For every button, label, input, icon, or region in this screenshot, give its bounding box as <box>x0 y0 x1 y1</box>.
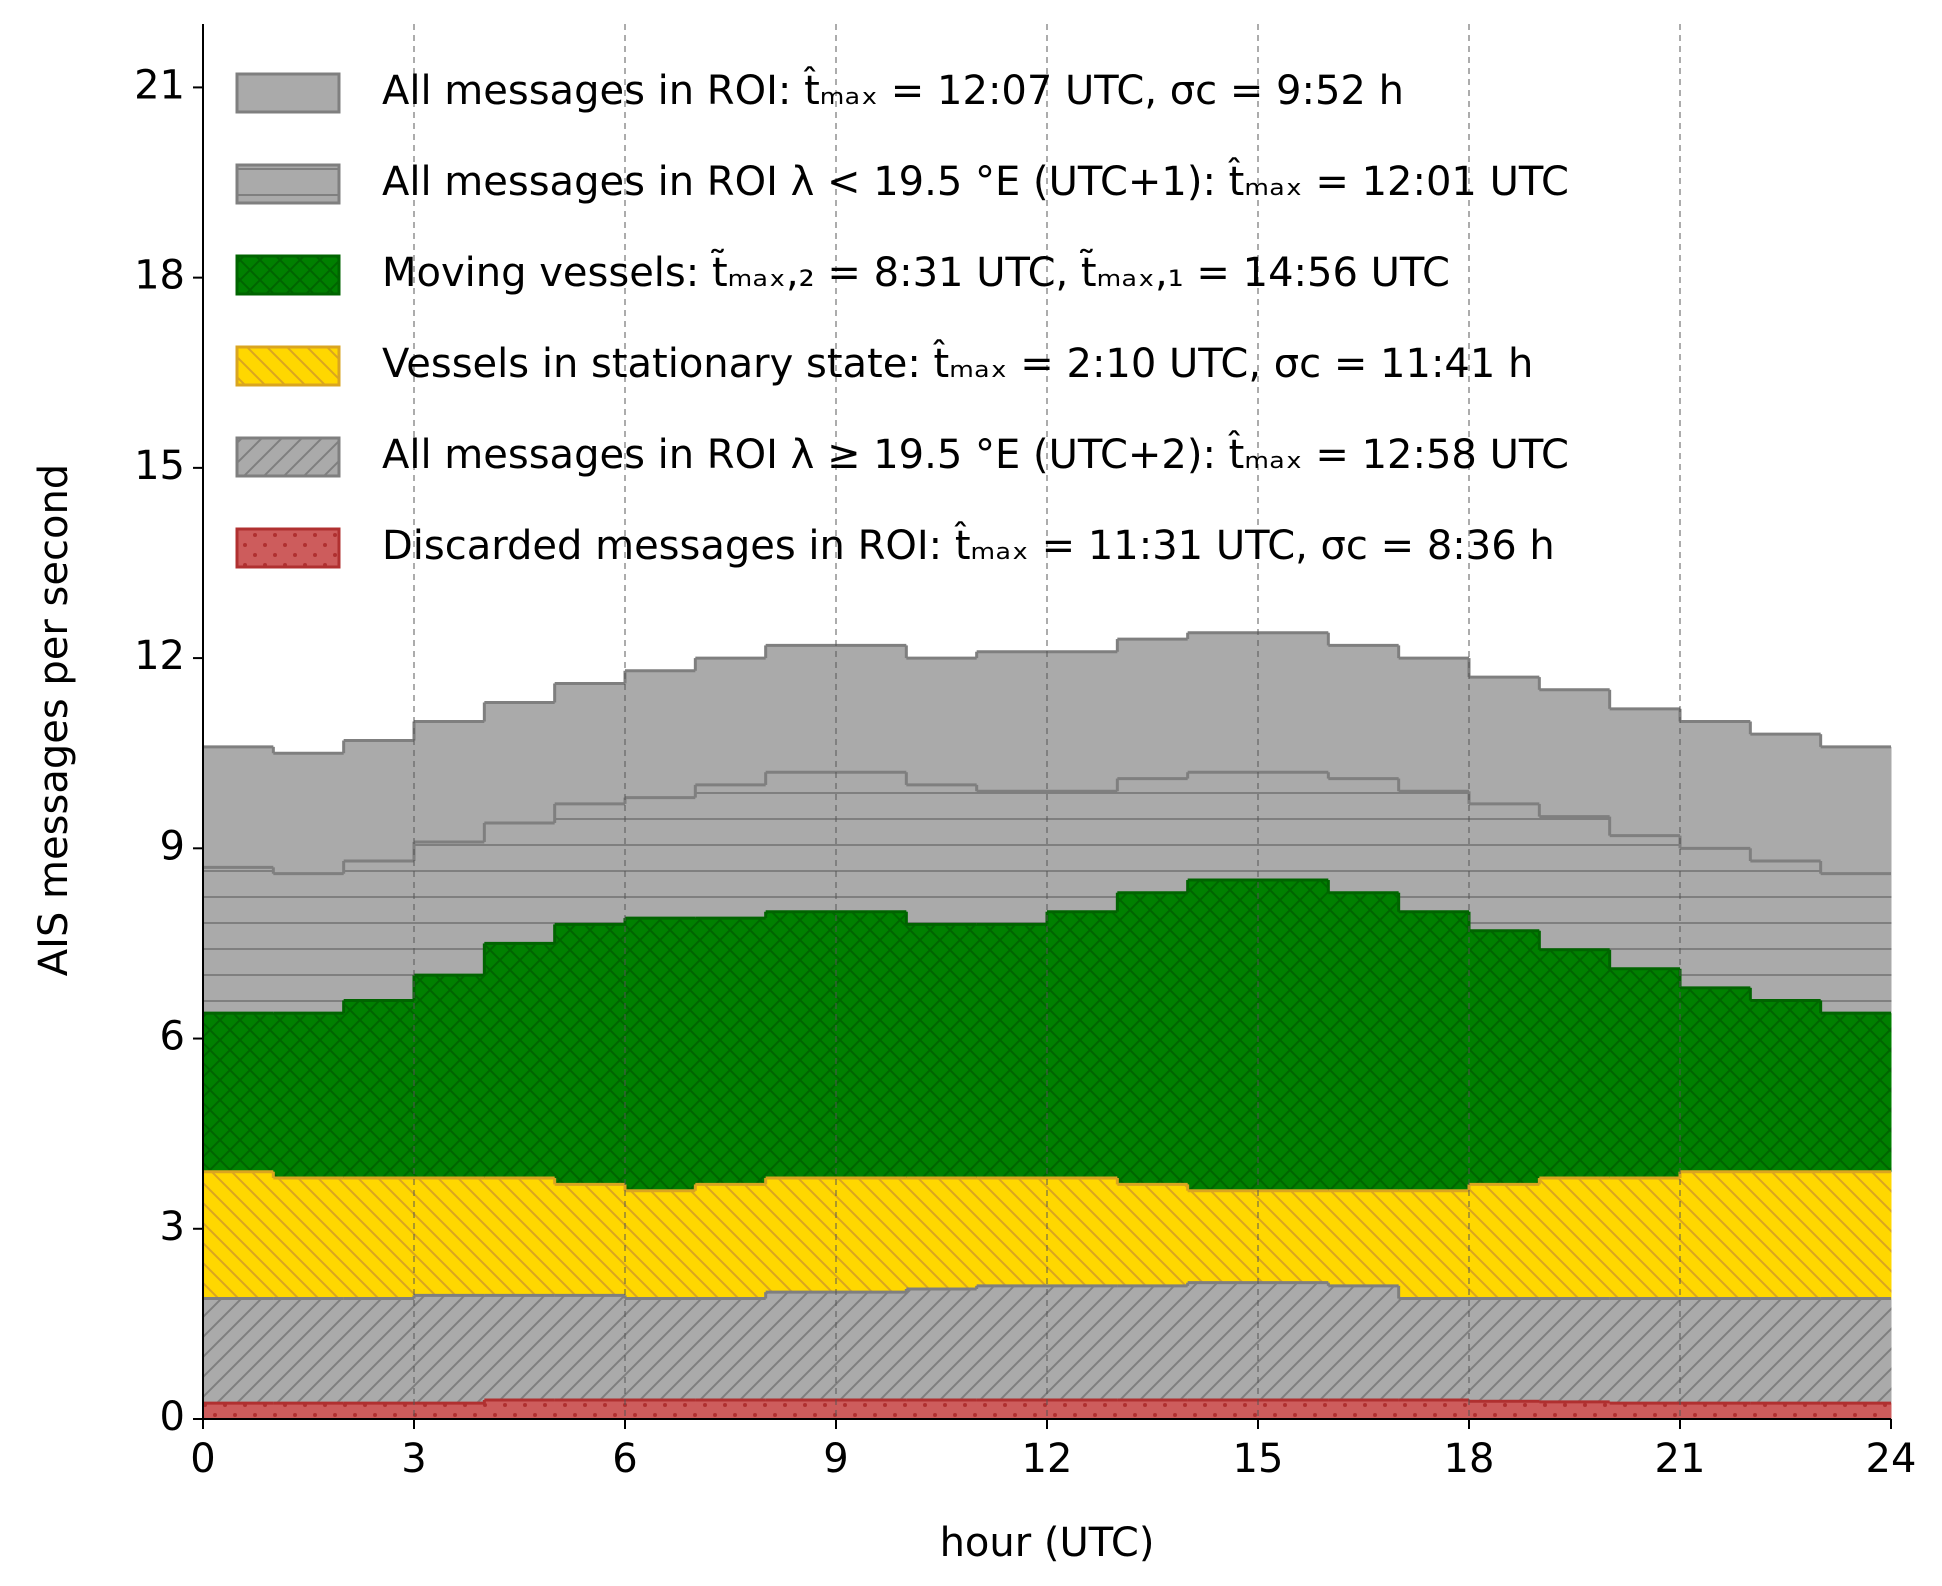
area-bin <box>1187 1399 1259 1419</box>
area-bin <box>765 1399 837 1419</box>
area-bin <box>1258 1399 1329 1419</box>
area-bin <box>1117 1285 1189 1419</box>
area-bin <box>1469 1401 1540 1419</box>
area-bin <box>1609 1403 1681 1419</box>
area-bin <box>203 1403 274 1419</box>
area-bin <box>343 1403 415 1419</box>
y-tick-label: 12 <box>134 633 185 679</box>
legend-swatch <box>235 254 341 296</box>
area-bin <box>1398 1399 1470 1419</box>
legend-label: Vessels in stationary state: t̂ₘₐₓ = 2:1… <box>382 339 1533 387</box>
area-bin <box>1750 1298 1822 1419</box>
area-bin <box>484 1295 556 1419</box>
x-tick-label: 21 <box>1655 1436 1706 1482</box>
legend-swatch <box>235 72 341 114</box>
area-bin <box>1680 1298 1751 1419</box>
area-bin <box>695 1399 767 1419</box>
area-bin <box>1750 1403 1822 1419</box>
area-bin <box>976 1285 1048 1419</box>
area-bin <box>1539 1401 1611 1419</box>
y-tick-label: 18 <box>134 253 185 299</box>
area-bin <box>1680 1403 1751 1419</box>
x-tick-label: 3 <box>401 1436 426 1482</box>
area-bin <box>1469 1298 1540 1419</box>
area-bin <box>1539 1298 1611 1419</box>
legend-label: Discarded messages in ROI: t̂ₘₐₓ = 11:31… <box>382 521 1555 569</box>
area-bin <box>273 1403 345 1419</box>
x-tick-label: 18 <box>1444 1436 1495 1482</box>
area-bin <box>273 1298 345 1419</box>
x-tick-label: 9 <box>823 1436 848 1482</box>
area-bin <box>836 1399 907 1419</box>
legend-swatch <box>235 527 341 569</box>
area-bin <box>836 1292 907 1419</box>
area-bin <box>906 1399 978 1419</box>
y-tick-label: 15 <box>134 443 185 489</box>
area-bin <box>203 1298 274 1419</box>
area-bin <box>1187 1282 1259 1419</box>
x-tick-label: 15 <box>1233 1436 1284 1482</box>
legend-swatch <box>235 436 341 478</box>
area-bin <box>1609 1298 1681 1419</box>
area-bin <box>906 1289 978 1419</box>
x-tick-label: 12 <box>1022 1436 1073 1482</box>
area-bin <box>414 1403 485 1419</box>
area-bin <box>1328 1285 1400 1419</box>
area-bin <box>1047 1399 1118 1419</box>
area-bin <box>1328 1399 1400 1419</box>
area-bin <box>414 1295 485 1419</box>
y-tick-label: 6 <box>160 1014 185 1060</box>
legend-label: All messages in ROI λ < 19.5 °E (UTC+1):… <box>382 157 1569 205</box>
area-bin <box>343 1298 415 1419</box>
area-bin <box>1117 1399 1189 1419</box>
y-axis-label: AIS messages per second <box>31 464 77 976</box>
y-tick-label: 9 <box>160 823 185 869</box>
legend: All messages in ROI: t̂ₘₐₓ = 12:07 UTC, … <box>235 66 1569 569</box>
area-bin <box>1820 1298 1892 1419</box>
legend-label: All messages in ROI: t̂ₘₐₓ = 12:07 UTC, … <box>382 66 1404 114</box>
legend-swatch <box>235 345 341 387</box>
area-bin <box>554 1399 626 1419</box>
area-bin <box>976 1399 1048 1419</box>
x-tick-label: 6 <box>612 1436 637 1482</box>
area-bin <box>765 1292 837 1419</box>
x-tick-label: 24 <box>1866 1436 1917 1482</box>
area-bin <box>1047 1285 1118 1419</box>
area-bin <box>554 1295 626 1419</box>
y-tick-label: 3 <box>160 1204 185 1250</box>
area-bin <box>1258 1282 1329 1419</box>
legend-label: All messages in ROI λ ≥ 19.5 °E (UTC+2):… <box>382 430 1569 478</box>
y-tick-label: 21 <box>134 62 185 108</box>
area-bin <box>1820 1403 1892 1419</box>
area-bin <box>625 1399 696 1419</box>
x-axis-label: hour (UTC) <box>940 1520 1155 1566</box>
y-tick-label: 0 <box>160 1394 185 1440</box>
legend-label: Moving vessels: t̃ₘₐₓ,₂ = 8:31 UTC, t̃ₘₐ… <box>382 248 1450 296</box>
area-bin <box>484 1399 556 1419</box>
x-tick-label: 0 <box>190 1436 215 1482</box>
legend-swatch <box>235 163 341 205</box>
